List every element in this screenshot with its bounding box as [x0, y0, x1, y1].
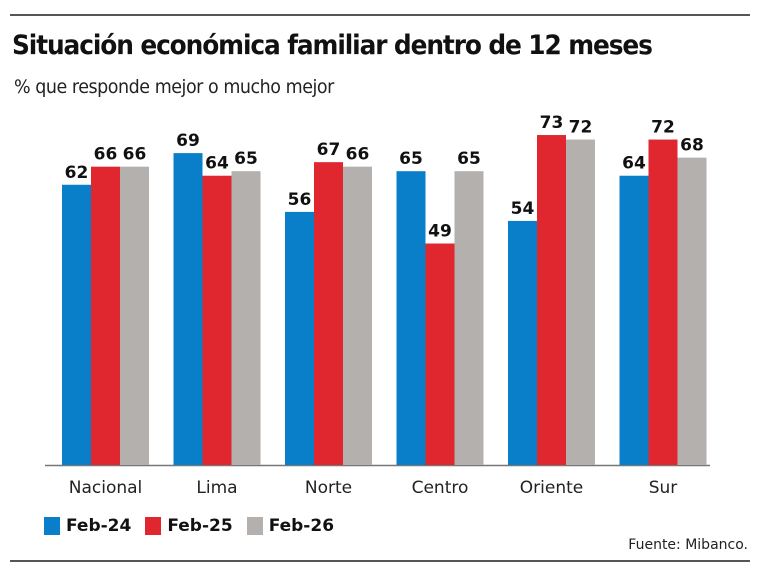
- bar-oriente-feb-25: [537, 135, 566, 466]
- data-label-norte-feb-25: 67: [317, 140, 341, 160]
- chart-title: Situación económica familiar dentro de 1…: [12, 30, 653, 61]
- bar-sur-feb-24: [619, 175, 649, 465]
- legend-swatch-feb-26: [246, 517, 263, 535]
- bar-sur-feb-26: [677, 157, 707, 465]
- data-label-sur-feb-26: 68: [680, 136, 704, 156]
- data-label-centro-feb-25: 49: [428, 222, 452, 242]
- data-label-nacional-feb-26: 66: [123, 145, 147, 165]
- data-label-sur-feb-25: 72: [651, 118, 675, 138]
- legend-swatch-feb-24: [44, 517, 60, 535]
- data-label-lima-feb-24: 69: [176, 131, 200, 151]
- legend-item-feb-26: Feb-26: [246, 516, 335, 536]
- legend: Feb-24 Feb-25 Feb-26: [44, 516, 348, 536]
- bar-oriente-feb-24: [508, 220, 537, 465]
- chart-subtitle: % que responde mejor o mucho mejor: [14, 76, 334, 98]
- data-label-oriente-feb-24: 54: [511, 199, 535, 219]
- top-rule: [10, 14, 750, 16]
- bar-nacional-feb-24: [62, 184, 91, 465]
- bar-centro-feb-26: [454, 171, 484, 465]
- data-label-nacional-feb-24: 62: [65, 163, 89, 183]
- data-label-centro-feb-26: 65: [457, 149, 481, 169]
- data-label-lima-feb-25: 64: [205, 154, 229, 174]
- bar-centro-feb-25: [425, 243, 455, 465]
- bar-sur-feb-25: [648, 139, 678, 465]
- legend-label: Feb-26: [268, 516, 335, 536]
- legend-item-feb-24: Feb-24: [44, 516, 131, 536]
- legend-label: Feb-24: [66, 516, 132, 536]
- legend-item-feb-25: Feb-25: [145, 516, 233, 536]
- bar-lima-feb-25: [202, 175, 232, 465]
- data-label-nacional-feb-25: 66: [94, 145, 118, 165]
- data-label-oriente-feb-25: 73: [540, 113, 564, 133]
- data-label-norte-feb-24: 56: [288, 190, 312, 210]
- x-tick-label-lima: Lima: [196, 478, 237, 498]
- bar-nacional-feb-26: [120, 166, 149, 465]
- legend-swatch-feb-25: [145, 517, 162, 535]
- data-label-norte-feb-26: 66: [346, 145, 370, 165]
- bar-nacional-feb-25: [91, 166, 120, 465]
- data-label-lima-feb-26: 65: [234, 149, 258, 169]
- bar-norte-feb-25: [314, 162, 343, 465]
- x-tick-label-nacional: Nacional: [69, 478, 143, 498]
- source-note: Fuente: Mibanco.: [628, 537, 748, 553]
- bar-centro-feb-24: [396, 171, 426, 465]
- bar-lima-feb-24: [173, 153, 203, 465]
- bottom-rule: [10, 560, 750, 562]
- legend-label: Feb-25: [167, 516, 233, 536]
- x-tick-label-centro: Centro: [412, 478, 469, 498]
- bar-norte-feb-26: [343, 166, 372, 465]
- x-tick-label-oriente: Oriente: [520, 478, 583, 498]
- data-label-centro-feb-24: 65: [399, 149, 423, 169]
- bar-oriente-feb-26: [566, 139, 595, 465]
- data-label-oriente-feb-26: 72: [569, 118, 593, 138]
- data-label-sur-feb-24: 64: [622, 154, 646, 174]
- x-tick-label-norte: Norte: [305, 478, 352, 498]
- bar-norte-feb-24: [285, 211, 314, 465]
- x-tick-label-sur: Sur: [649, 478, 678, 498]
- bar-lima-feb-26: [231, 171, 261, 465]
